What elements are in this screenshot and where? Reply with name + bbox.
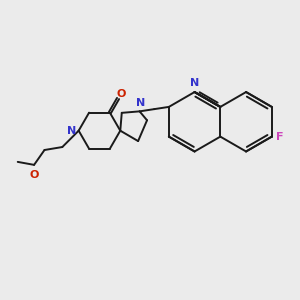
Text: N: N <box>67 126 76 136</box>
Text: F: F <box>276 132 284 142</box>
Text: O: O <box>116 89 125 99</box>
Text: O: O <box>29 169 39 180</box>
Text: N: N <box>190 79 199 88</box>
Text: N: N <box>136 98 146 108</box>
